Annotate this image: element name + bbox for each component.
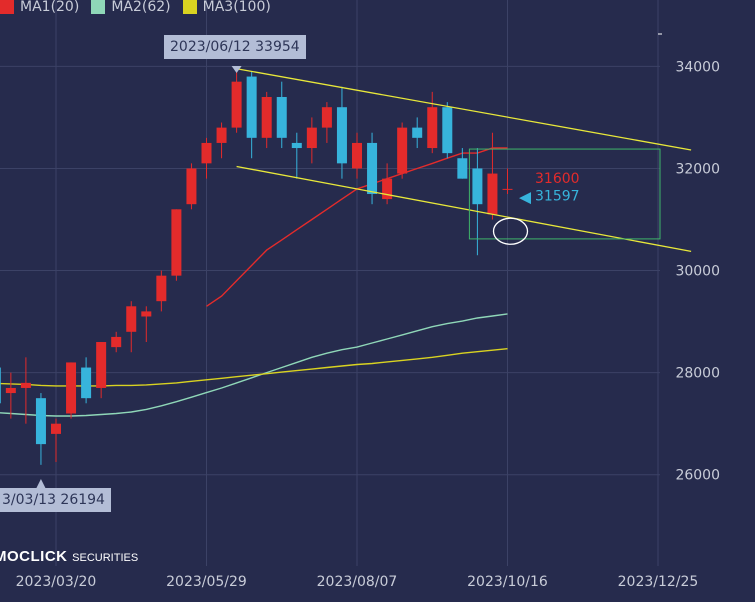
candle-body (81, 367, 92, 399)
candle-body (111, 336, 122, 348)
candle-body (156, 275, 167, 302)
candle-body (382, 178, 393, 200)
candle-body (186, 168, 197, 205)
candle-body (231, 81, 242, 128)
trend-channel-upper (236, 68, 692, 151)
high-callout-pointer (231, 66, 242, 73)
candle-body (141, 311, 152, 317)
moving-average-line (0, 313, 508, 417)
candle-body (397, 127, 408, 174)
candle-body (5, 387, 16, 394)
candle-body (412, 127, 423, 138)
candle-body (171, 209, 182, 276)
candle-body (35, 398, 46, 445)
x-tick-label: 2023/08/07 (317, 574, 398, 590)
y-tick-label: 26000 (675, 468, 720, 484)
x-tick-label: 2023/12/25 (618, 574, 699, 590)
high-price-callout-text: 2023/06/12 33954 (170, 39, 300, 55)
candle-body (336, 107, 347, 164)
candle-body (20, 382, 31, 388)
support-marker-ellipse (492, 217, 529, 245)
candle-body (472, 168, 483, 205)
candle-body (246, 76, 257, 138)
broker-logo-main: CLICK (19, 548, 68, 565)
legend-label-ma3: MA3(100) (202, 0, 271, 15)
last-close-label: 31600 (535, 171, 580, 187)
candle-body (457, 158, 468, 179)
candle-body (216, 127, 227, 143)
candle-body (291, 142, 302, 149)
candle-body (502, 188, 513, 190)
candle-body (51, 423, 61, 434)
candle-body (487, 173, 498, 215)
trend-channel-lower (236, 165, 692, 253)
high-price-callout: 2023/06/12 33954 (164, 35, 306, 59)
candle-body (66, 362, 77, 414)
y-tick-label: 34000 (675, 59, 720, 75)
broker-logo: MOCLICK SECURITIES (0, 548, 138, 565)
candle-body (352, 142, 362, 169)
legend-item-ma2[interactable]: MA2(62) (91, 0, 171, 15)
candle-body (367, 142, 378, 194)
candle-body (306, 127, 317, 149)
y-tick-label: 28000 (675, 366, 720, 382)
candle-body (96, 342, 107, 388)
current-price-label: 31597 (535, 189, 580, 205)
y-tick-label: 30000 (675, 264, 720, 280)
range-box (468, 148, 661, 240)
low-callout-pointer (35, 479, 46, 489)
moving-average-line (0, 348, 508, 387)
candle-body (0, 367, 1, 404)
legend: MA1(20) MA2(62) MA3(100) (0, 0, 283, 17)
x-tick-label: 2023/03/20 (16, 574, 97, 590)
candle-body (427, 107, 438, 149)
legend-label-ma1: MA1(20) (20, 0, 80, 15)
candle-body (126, 306, 137, 332)
legend-item-ma3[interactable]: MA3(100) (182, 0, 271, 15)
y-tick-label: 32000 (675, 161, 720, 177)
x-tick-label: 2023/05/29 (166, 574, 247, 590)
candle-body (442, 107, 453, 154)
candle-body (201, 142, 212, 164)
broker-logo-prefix: MO (0, 548, 20, 565)
x-tick-label: 2023/10/16 (467, 574, 548, 590)
candle-body (321, 107, 332, 128)
candle-body (276, 96, 287, 138)
legend-label-ma2: MA2(62) (111, 0, 171, 15)
legend-swatch-ma2 (91, 0, 106, 14)
low-price-callout: 3/03/13 26194 (0, 488, 111, 512)
candle-body (261, 96, 272, 138)
legend-swatch-ma3 (182, 0, 197, 14)
broker-logo-suffix: SECURITIES (72, 552, 139, 564)
legend-item-ma1[interactable]: MA1(20) (0, 0, 79, 15)
low-price-callout-text: 3/03/13 26194 (2, 492, 105, 508)
current-price-arrow-icon (519, 192, 531, 205)
legend-swatch-ma1 (0, 0, 14, 14)
